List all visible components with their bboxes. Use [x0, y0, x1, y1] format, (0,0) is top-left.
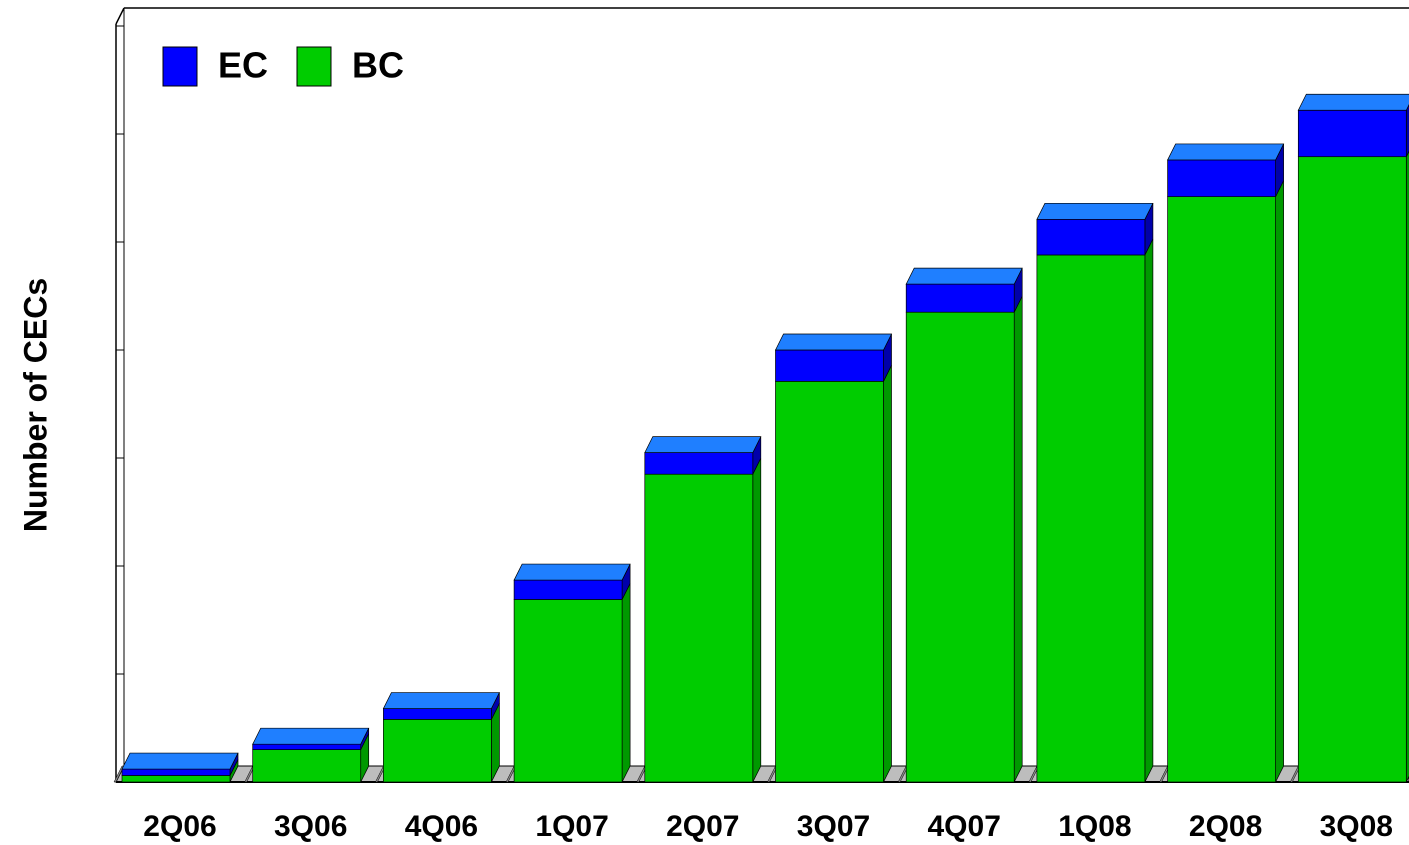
- bar: [252, 749, 362, 783]
- x-tick-label: 2Q07: [666, 810, 739, 843]
- bar-side: [1013, 296, 1023, 783]
- bar-top: [252, 727, 370, 745]
- x-tick-label: 1Q08: [1058, 810, 1131, 843]
- bar: [121, 768, 231, 776]
- bar-top: [382, 692, 500, 709]
- legend-swatch: [296, 46, 332, 87]
- bar: [905, 283, 1015, 313]
- x-tick-label: 4Q07: [928, 810, 1001, 843]
- y-axis-label: Number of CECs: [17, 278, 53, 532]
- bar: [644, 452, 754, 475]
- bar-top: [513, 563, 631, 581]
- bar: [1036, 254, 1146, 783]
- bar-top: [1167, 143, 1285, 161]
- bar: [644, 473, 754, 783]
- bar-top: [644, 436, 762, 453]
- x-tick-label: 4Q06: [405, 810, 478, 843]
- bar: [513, 599, 623, 783]
- bar: [1036, 218, 1146, 256]
- x-tick-label: 2Q06: [143, 810, 216, 843]
- legend-swatch: [162, 46, 198, 87]
- legend-label: EC: [218, 45, 268, 86]
- bar: [1167, 159, 1276, 197]
- bar-side: [752, 458, 762, 783]
- bar: [383, 708, 492, 720]
- bar: [1297, 156, 1407, 783]
- bar-side: [1144, 238, 1154, 783]
- x-tick-label: 3Q07: [797, 810, 870, 843]
- bar-top: [1036, 202, 1154, 220]
- bar: [383, 719, 492, 783]
- axis-top: [115, 7, 125, 25]
- x-tick-label: 1Q07: [535, 810, 608, 843]
- bar: [1167, 196, 1276, 783]
- legend-label: BC: [352, 45, 404, 86]
- bar: [775, 380, 884, 783]
- bar: [252, 743, 362, 750]
- bar: [775, 349, 884, 382]
- bar: [1297, 109, 1407, 158]
- bar-side: [621, 583, 631, 783]
- bar-top: [905, 267, 1023, 285]
- x-tick-label: 2Q08: [1189, 810, 1262, 843]
- bar-top: [1297, 93, 1409, 111]
- bar-side: [883, 365, 892, 783]
- x-tick-label: 3Q06: [274, 810, 347, 843]
- bar-side: [1275, 180, 1284, 783]
- bar: [905, 311, 1015, 783]
- bar-top: [774, 333, 893, 351]
- bar: [121, 775, 231, 783]
- x-tick-label: 3Q08: [1320, 810, 1393, 843]
- bar: [513, 579, 623, 600]
- bar-top: [121, 752, 239, 770]
